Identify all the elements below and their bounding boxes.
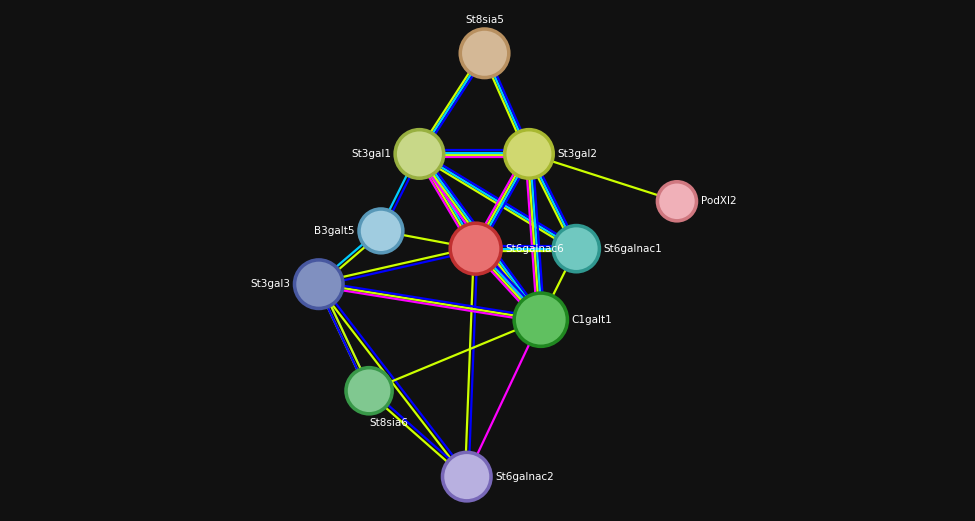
Circle shape [467, 36, 502, 71]
Circle shape [663, 188, 691, 215]
Circle shape [555, 227, 598, 270]
Circle shape [659, 183, 695, 219]
Circle shape [397, 131, 442, 177]
Text: St3gal1: St3gal1 [351, 149, 391, 159]
Text: St6galnac1: St6galnac1 [604, 244, 662, 254]
Text: B3galt5: B3galt5 [314, 226, 355, 236]
Text: St6galnac2: St6galnac2 [495, 472, 554, 481]
Circle shape [449, 459, 485, 494]
Circle shape [441, 451, 492, 503]
Circle shape [462, 31, 507, 76]
Circle shape [357, 207, 405, 255]
Circle shape [344, 366, 394, 416]
Circle shape [452, 225, 499, 272]
Circle shape [458, 27, 511, 79]
Circle shape [522, 300, 561, 339]
Text: PodXl2: PodXl2 [701, 196, 736, 206]
Circle shape [296, 262, 341, 307]
Text: St6galnac6: St6galnac6 [505, 244, 564, 254]
Circle shape [393, 128, 446, 180]
Circle shape [366, 215, 397, 246]
Text: St8sia6: St8sia6 [370, 418, 408, 428]
Text: St3gal2: St3gal2 [558, 149, 598, 159]
Circle shape [292, 258, 345, 310]
Circle shape [353, 374, 386, 407]
Circle shape [402, 137, 437, 171]
Circle shape [457, 230, 494, 267]
Circle shape [301, 267, 336, 302]
Circle shape [560, 232, 593, 265]
Text: St3gal3: St3gal3 [251, 279, 291, 289]
Circle shape [513, 291, 569, 348]
Text: C1galt1: C1galt1 [571, 315, 612, 325]
Circle shape [503, 128, 555, 180]
Circle shape [445, 454, 489, 499]
Circle shape [361, 211, 401, 251]
Circle shape [448, 221, 503, 276]
Circle shape [512, 137, 547, 171]
Text: St8sia5: St8sia5 [465, 15, 504, 25]
Circle shape [655, 180, 698, 222]
Circle shape [506, 131, 552, 177]
Circle shape [516, 295, 565, 344]
Circle shape [552, 224, 602, 274]
Circle shape [348, 369, 390, 412]
